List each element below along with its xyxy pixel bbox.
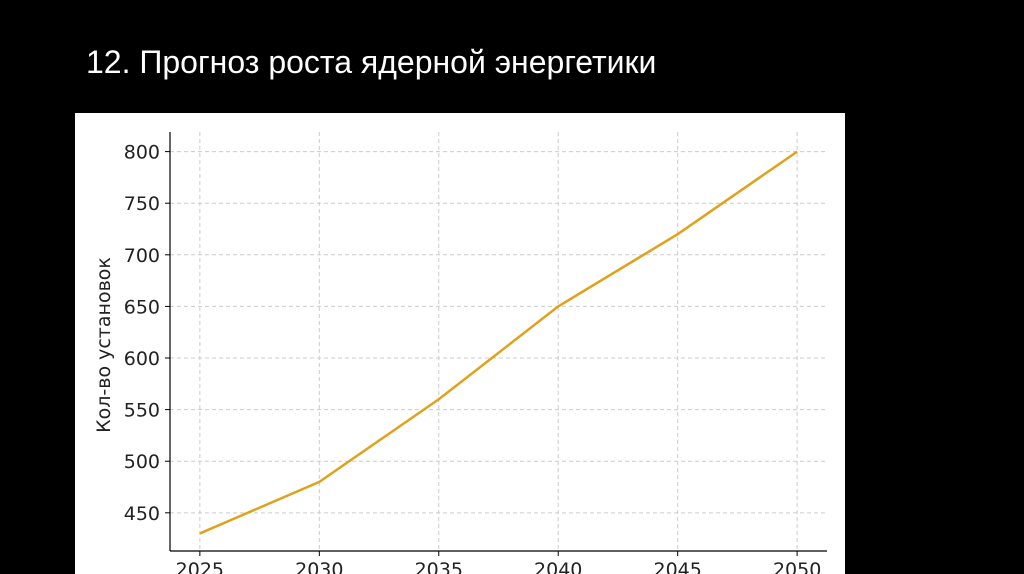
y-tick-label: 450 xyxy=(124,503,160,525)
y-tick-label: 750 xyxy=(124,193,160,215)
x-tick-label: 2040 xyxy=(534,559,582,574)
y-tick-label: 650 xyxy=(124,296,160,318)
x-tick-label: 2050 xyxy=(773,559,821,574)
x-tick-label: 2025 xyxy=(176,559,224,574)
chart-panel xyxy=(75,113,845,574)
y-tick-label: 600 xyxy=(124,348,160,370)
y-tick-label: 700 xyxy=(124,245,160,267)
y-axis-label: Кол-во установок xyxy=(93,257,115,433)
y-tick-label: 800 xyxy=(124,142,160,164)
x-tick-label: 2030 xyxy=(295,559,343,574)
x-tick-label: 2045 xyxy=(654,559,702,574)
x-tick-label: 2035 xyxy=(415,559,463,574)
slide-title: 12. Прогноз роста ядерной энергетики xyxy=(86,44,657,80)
y-tick-label: 550 xyxy=(124,400,160,422)
data-line xyxy=(199,150,798,535)
y-tick-label: 500 xyxy=(124,451,160,473)
